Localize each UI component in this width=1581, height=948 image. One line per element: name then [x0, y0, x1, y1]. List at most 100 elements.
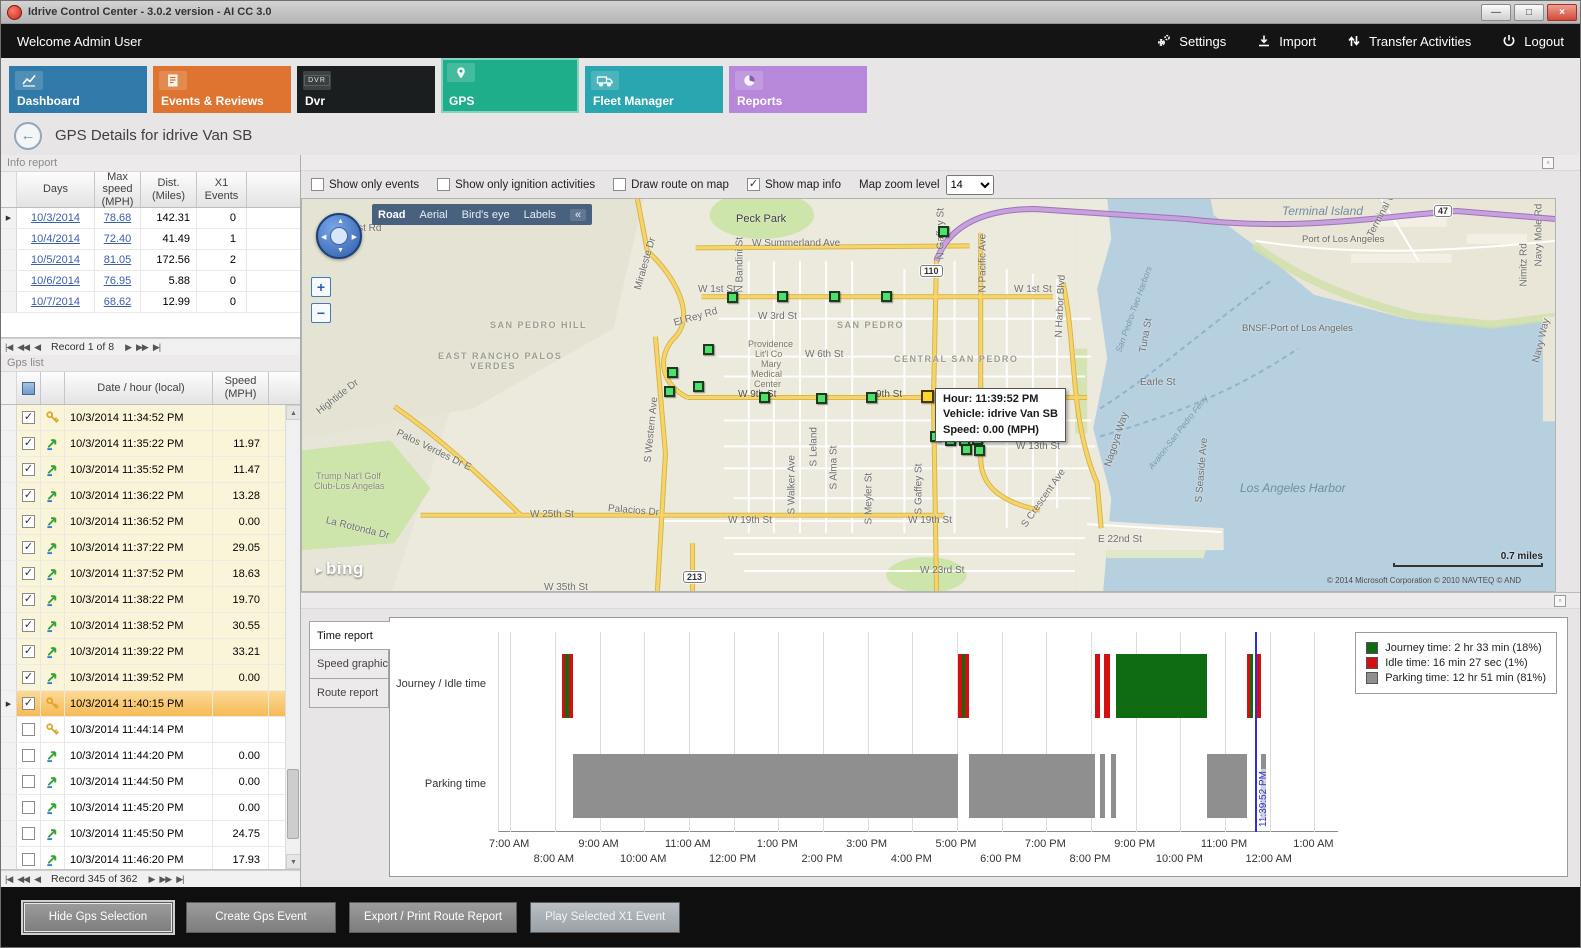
gps-marker[interactable] — [961, 444, 972, 455]
pager-next-page-button[interactable]: ▶▶ — [136, 341, 149, 352]
pager-next-button[interactable]: ▶ — [125, 341, 132, 352]
gps-list-row[interactable]: ✓ 10/3/2014 11:39:22 PM 33.21 — [1, 639, 285, 665]
gps-marker[interactable] — [667, 367, 678, 378]
gps-list-row[interactable]: 10/3/2014 11:45:20 PM 0.00 — [1, 795, 285, 821]
chart-tab-time-report[interactable]: Time report — [309, 621, 390, 650]
info-day-link[interactable]: 10/5/2014 — [17, 250, 95, 270]
pager-last-button[interactable]: ▶| — [152, 341, 161, 352]
info-day-link[interactable]: 10/4/2014 — [17, 229, 95, 249]
gps-marker[interactable] — [938, 226, 949, 237]
export-print-route-report-button[interactable]: Export / Print Route Report — [349, 901, 518, 933]
play-selected-x1-event-button[interactable]: Play Selected X1 Event — [530, 901, 681, 933]
gps-marker[interactable] — [703, 344, 714, 355]
pager-prev-page-button[interactable]: ◀◀ — [17, 341, 30, 352]
info-max-speed-link[interactable]: 76.95 — [95, 271, 141, 291]
map-zoom-in-button[interactable]: + — [311, 277, 331, 297]
chart-collapse-icon[interactable]: ▫ — [1554, 595, 1566, 607]
minimize-button[interactable]: — — [1481, 3, 1511, 21]
map-zoom-select[interactable]: 14 — [945, 174, 994, 195]
row-checkbox[interactable]: ✓ — [22, 645, 35, 658]
pager-prev-page-button[interactable]: ◀◀ — [17, 873, 30, 884]
gps-marker[interactable] — [693, 381, 704, 392]
gps-list-row[interactable]: 10/3/2014 11:44:20 PM 0.00 — [1, 743, 285, 769]
gps-list-row[interactable]: 10/3/2014 11:45:50 PM 24.75 — [1, 821, 285, 847]
info-max-speed-link[interactable]: 78.68 — [95, 208, 141, 228]
gps-marker[interactable] — [829, 291, 840, 302]
tab-reports[interactable]: Reports — [729, 66, 867, 113]
pager-first-button[interactable]: |◀ — [5, 341, 13, 352]
info-max-speed-link[interactable]: 72.40 — [95, 229, 141, 249]
tab-dvr[interactable]: DVR Dvr — [297, 66, 435, 113]
row-checkbox[interactable] — [22, 827, 35, 840]
tab-gps[interactable]: GPS — [441, 58, 579, 113]
map-zoom-out-button[interactable]: − — [311, 303, 331, 323]
map-view-birds-eye[interactable]: Bird's eye — [461, 208, 510, 221]
transfer-activities-button[interactable]: Transfer Activities — [1346, 33, 1471, 49]
gps-list-row[interactable]: ✓ 10/3/2014 11:35:22 PM 11.97 — [1, 431, 285, 457]
chart-tab-route-report[interactable]: Route report — [309, 679, 389, 708]
map-compass-control[interactable]: ▲ ▼ ◀ ▶ — [316, 213, 362, 259]
row-checkbox[interactable] — [22, 801, 35, 814]
column-header-x1-events[interactable]: X1 Events — [197, 172, 247, 207]
gps-marker[interactable] — [866, 392, 877, 403]
gps-marker[interactable] — [816, 393, 827, 404]
gps-list-row[interactable]: ▶ ✓ 10/3/2014 11:40:15 PM — [1, 691, 285, 717]
gps-list-row[interactable]: ✓ 10/3/2014 11:38:52 PM 30.55 — [1, 613, 285, 639]
info-report-row[interactable]: ▶ 10/3/2014 78.68 142.31 0 — [1, 208, 300, 229]
row-checkbox[interactable] — [22, 749, 35, 762]
gps-list-row[interactable]: ✓ 10/3/2014 11:36:22 PM 13.28 — [1, 483, 285, 509]
info-report-row[interactable]: 10/5/2014 81.05 172.56 2 — [1, 250, 300, 271]
pager-last-button[interactable]: ▶| — [176, 873, 184, 884]
gps-marker[interactable] — [881, 291, 892, 302]
map-option-show-only-ignition-activities[interactable]: Show only ignition activities — [437, 178, 595, 191]
close-button[interactable]: × — [1547, 3, 1577, 21]
gps-list-row[interactable]: ✓ 10/3/2014 11:38:22 PM 19.70 — [1, 587, 285, 613]
selected-gps-marker[interactable] — [921, 390, 934, 403]
column-header-date-hour[interactable]: Date / hour (local) — [65, 372, 213, 404]
map-view-road[interactable]: Road — [378, 208, 406, 221]
pager-prev-button[interactable]: ◀ — [34, 873, 41, 884]
back-button[interactable]: ← — [14, 121, 42, 150]
gps-list-row[interactable]: ✓ 10/3/2014 11:34:52 PM — [1, 405, 285, 431]
gps-list-row[interactable]: 10/3/2014 11:46:20 PM 17.93 — [1, 847, 285, 869]
row-checkbox[interactable]: ✓ — [22, 515, 35, 528]
settings-button[interactable]: Settings — [1155, 33, 1226, 49]
gps-list-row[interactable]: ✓ 10/3/2014 11:37:22 PM 29.05 — [1, 535, 285, 561]
gps-marker[interactable] — [974, 445, 985, 456]
pager-next-page-button[interactable]: ▶▶ — [159, 873, 172, 884]
map-option-show-map-info[interactable]: ✓ Show map info — [746, 178, 841, 191]
info-report-row[interactable]: 10/6/2014 76.95 5.88 0 — [1, 271, 300, 292]
scroll-up-icon[interactable]: ▲ — [286, 405, 300, 420]
info-report-row[interactable]: 10/4/2014 72.40 41.49 1 — [1, 229, 300, 250]
row-checkbox[interactable]: ✓ — [22, 697, 35, 710]
gps-marker[interactable] — [759, 392, 770, 403]
bing-map[interactable]: Crest Rd Peck Park W Summerland Ave N Bandi… — [301, 198, 1556, 592]
row-checkbox[interactable]: ✓ — [22, 567, 35, 580]
row-checkbox[interactable] — [22, 853, 35, 866]
logout-button[interactable]: Logout — [1501, 33, 1564, 49]
tab-fleet-manager[interactable]: Fleet Manager — [585, 66, 723, 113]
gps-list-row[interactable]: ✓ 10/3/2014 11:37:52 PM 18.63 — [1, 561, 285, 587]
tab-events-reviews[interactable]: Events & Reviews — [153, 66, 291, 113]
select-all-button[interactable] — [22, 381, 35, 395]
map-option-draw-route-on-map[interactable]: Draw route on map — [613, 178, 729, 191]
tab-dashboard[interactable]: Dashboard — [9, 66, 147, 113]
map-option-show-only-events[interactable]: Show only events — [311, 178, 419, 191]
scroll-down-icon[interactable]: ▼ — [286, 854, 300, 869]
gps-list-scrollbar[interactable]: ▲ ▼ — [285, 405, 300, 869]
map-nav-collapse-icon[interactable]: « — [570, 208, 587, 221]
map-view-aerial[interactable]: Aerial — [419, 208, 448, 221]
gps-list-row[interactable]: 10/3/2014 11:44:50 PM 0.00 — [1, 769, 285, 795]
map-collapse-icon[interactable]: ▫ — [1542, 157, 1554, 169]
info-max-speed-link[interactable]: 68.62 — [95, 292, 141, 312]
gps-list-row[interactable]: ✓ 10/3/2014 11:36:52 PM 0.00 — [1, 509, 285, 535]
gps-list-row[interactable]: ✓ 10/3/2014 11:35:52 PM 11.47 — [1, 457, 285, 483]
row-checkbox[interactable]: ✓ — [22, 593, 35, 606]
import-button[interactable]: Import — [1256, 33, 1316, 49]
gps-marker[interactable] — [727, 292, 738, 303]
info-max-speed-link[interactable]: 81.05 — [95, 250, 141, 270]
row-checkbox[interactable]: ✓ — [22, 671, 35, 684]
chart-tab-speed-graphic[interactable]: Speed graphic — [309, 650, 389, 679]
row-checkbox[interactable]: ✓ — [22, 437, 35, 450]
maximize-button[interactable]: □ — [1514, 3, 1544, 21]
